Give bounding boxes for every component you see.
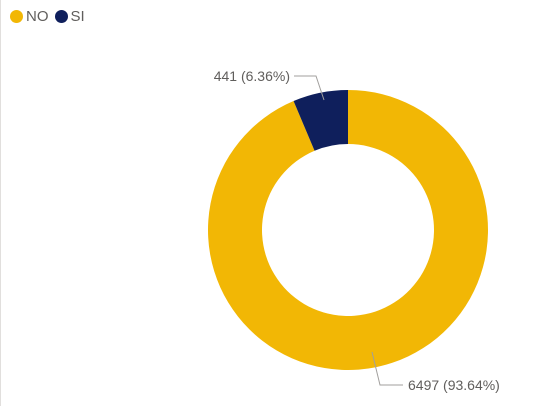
legend-item-no[interactable]: NO <box>10 8 49 25</box>
data-label-si: 441 (6.36%) <box>214 68 290 84</box>
legend-label-si: SI <box>70 8 85 25</box>
donut-slice-si[interactable] <box>293 90 348 151</box>
donut-slice-no[interactable] <box>208 90 489 371</box>
leader-line-si <box>294 75 325 101</box>
legend-label-no: NO <box>26 8 49 25</box>
data-label-no: 6497 (93.64%) <box>408 377 500 393</box>
frame-edge <box>0 0 1 406</box>
legend-marker-si <box>54 10 68 23</box>
leader-line-no <box>371 351 403 386</box>
chart-legend: NO SI <box>10 8 85 25</box>
legend-item-si[interactable]: SI <box>54 8 85 25</box>
legend-marker-no <box>10 10 23 23</box>
donut-slices <box>208 90 489 371</box>
